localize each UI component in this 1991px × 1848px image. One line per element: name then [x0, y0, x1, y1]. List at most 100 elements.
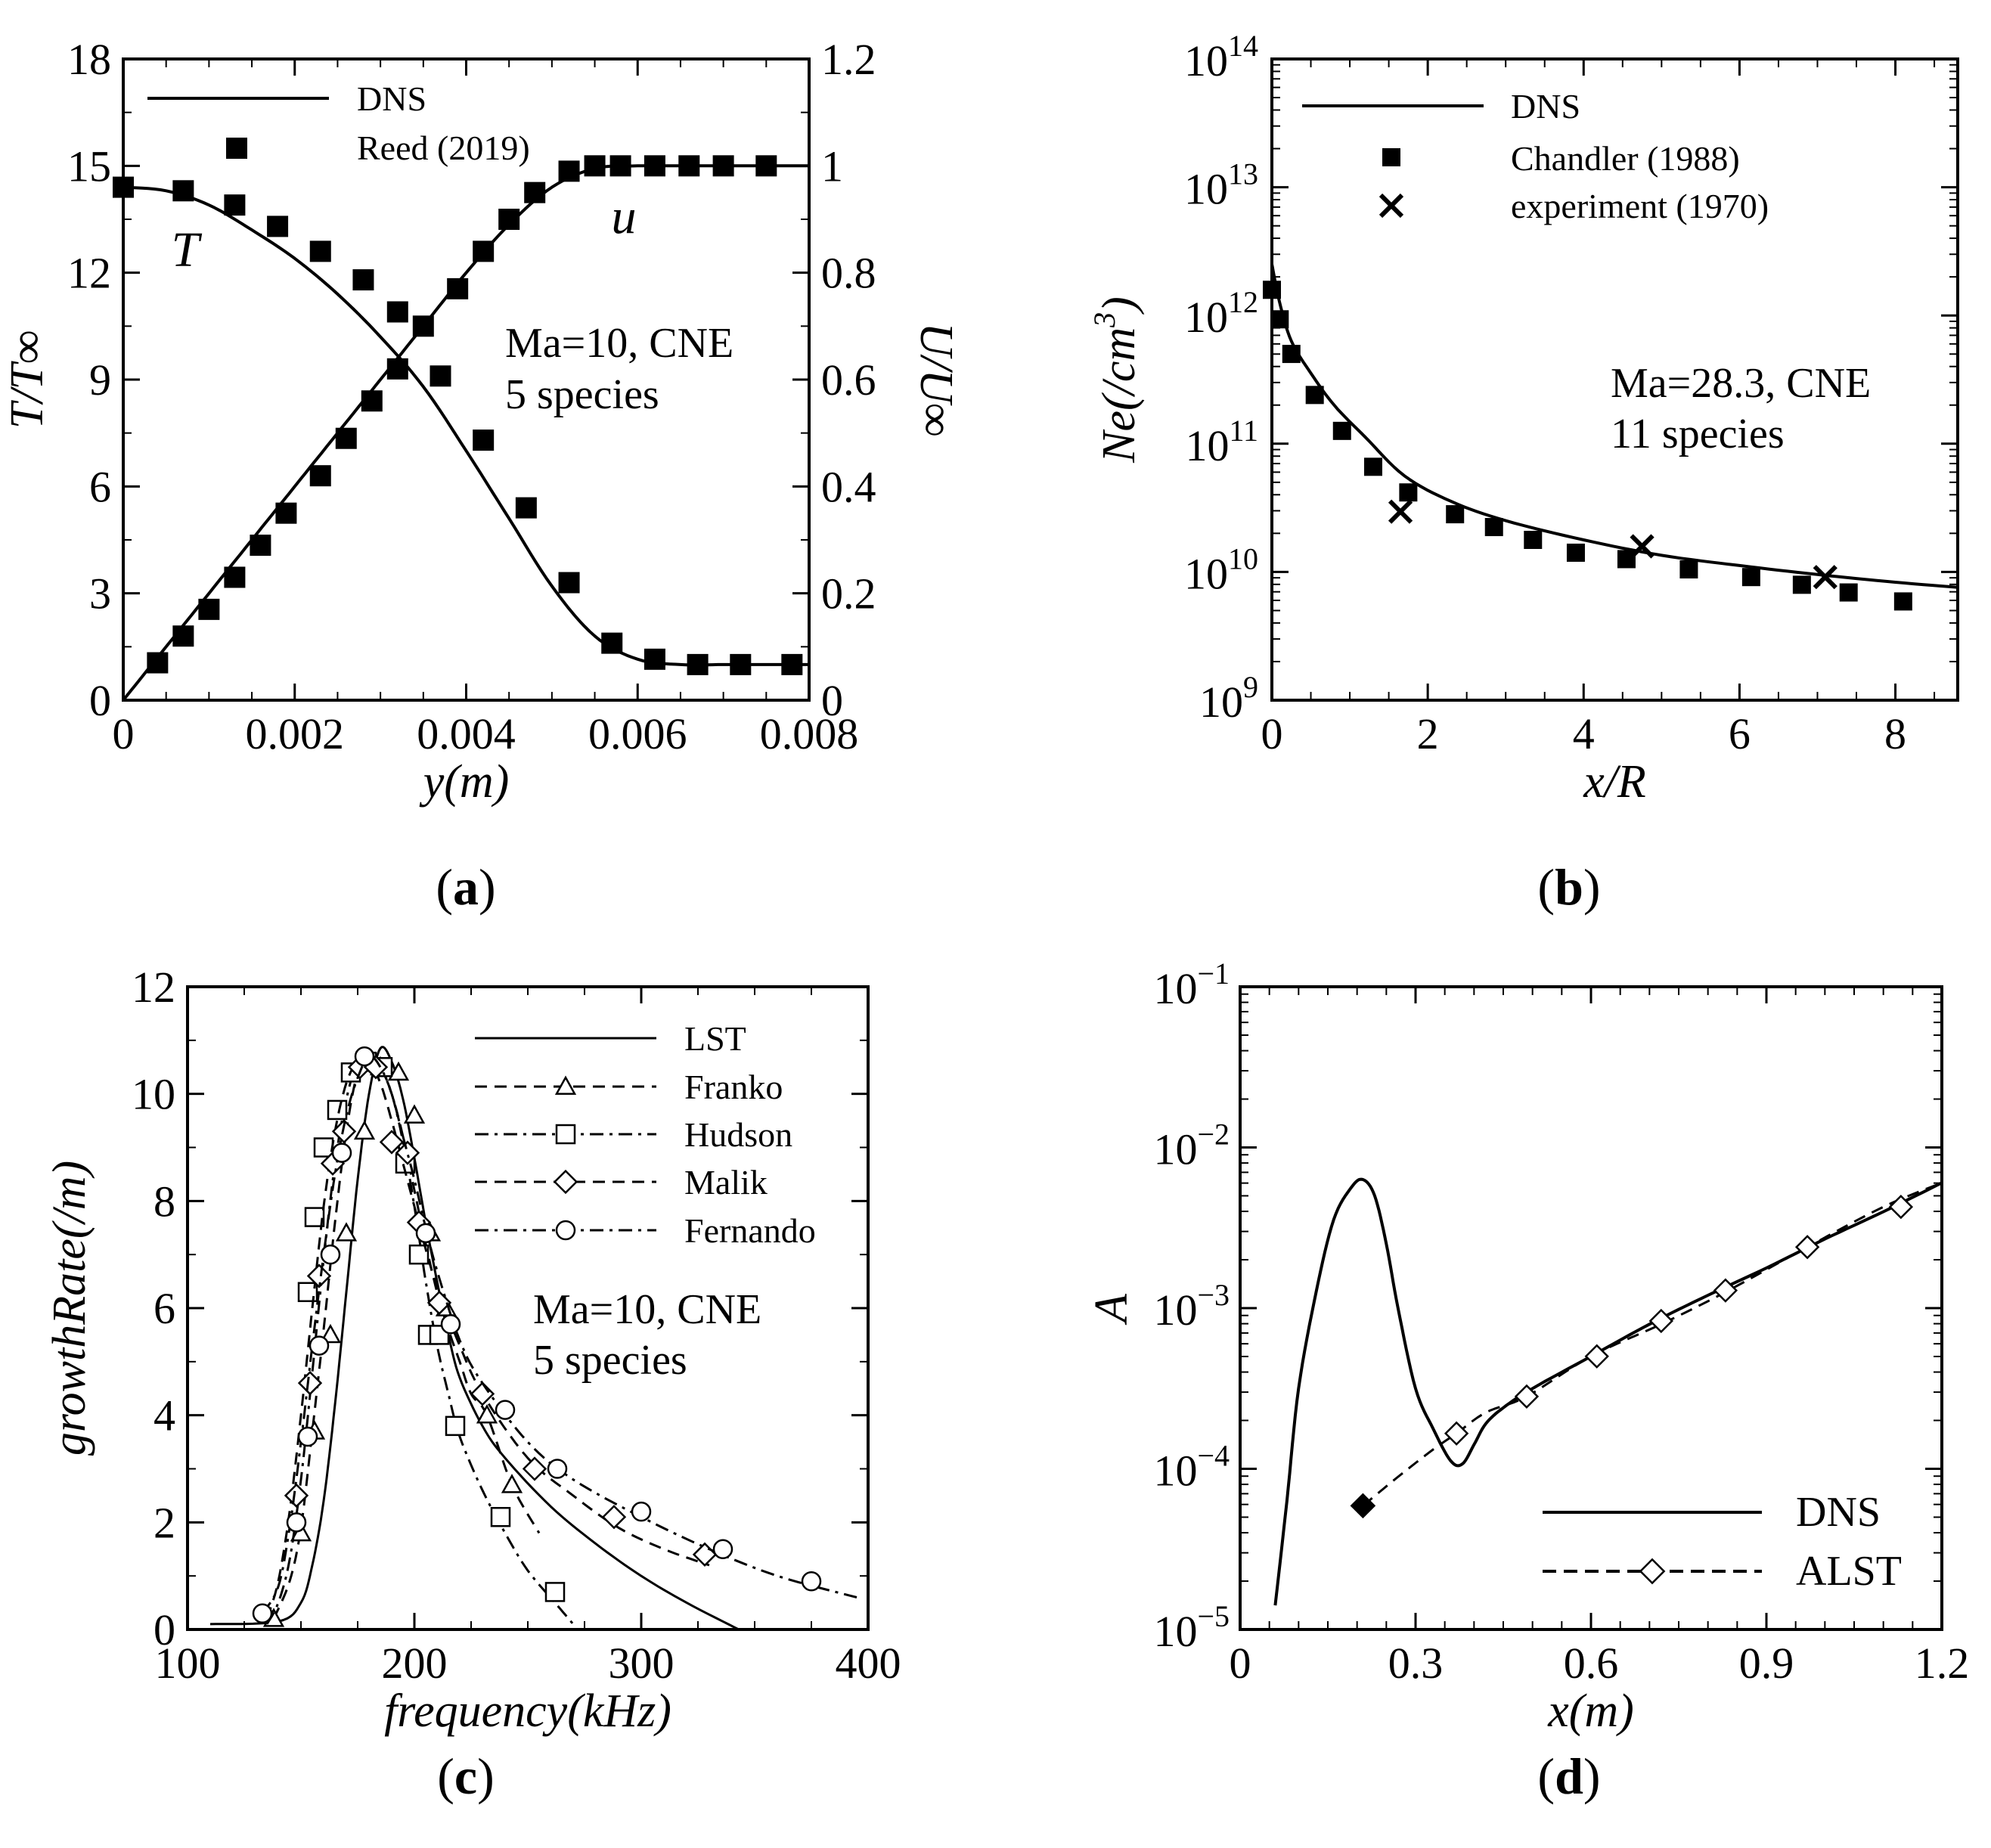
panel-a: 0 0.002 0.004 0.006 0.008036912151800.20.40.… [2, 35, 962, 916]
data-point [331, 1143, 352, 1163]
data-point [631, 1501, 652, 1522]
curve-label-u: u [612, 189, 637, 244]
legend-marker [553, 1169, 578, 1195]
data-point [415, 1223, 436, 1244]
data-point [1566, 543, 1585, 562]
data-point [361, 390, 383, 412]
data-point [490, 1507, 511, 1527]
data-point-x-stroke [1388, 499, 1413, 524]
data-point [495, 1400, 516, 1420]
x-tick-label: 0.3 [1388, 1639, 1444, 1688]
data-point [147, 652, 169, 674]
x-axis-label: y(m) [419, 756, 510, 808]
legend-marker-chandler [1382, 148, 1400, 166]
y-right-tick-label: 0.6 [821, 355, 876, 405]
data-point [1679, 560, 1698, 579]
data-point [445, 1415, 466, 1437]
legend-marker [554, 1075, 577, 1095]
series-line [1362, 1181, 1942, 1507]
caption-b: (b) [1537, 858, 1600, 916]
data-point [644, 648, 665, 670]
y-right-tick-label: 0.4 [821, 462, 876, 511]
annotation-line-1: Ma=28.3, CNE [1611, 360, 1871, 407]
y-tick-label: 10−2 [1153, 1118, 1230, 1174]
data-point-x-stroke [1630, 534, 1655, 559]
annotation-line-1: Ma=10, CNE [533, 1286, 761, 1333]
series-line [272, 1057, 541, 1620]
y-tick-label: 3 [89, 569, 111, 619]
data-point [309, 240, 331, 262]
x-tick-label: 300 [609, 1639, 675, 1688]
caption-d: (d) [1537, 1747, 1600, 1805]
legend-label-reed: Reed (2019) [357, 129, 530, 167]
data-point [730, 653, 752, 675]
y-tick-label: 10 [132, 1070, 175, 1119]
data-point [267, 215, 289, 237]
y-right-axis-label: U/U∞ [910, 323, 962, 437]
legend-label: Hudson [684, 1115, 792, 1154]
data-point [712, 1539, 733, 1559]
data-point [1444, 1421, 1469, 1446]
annotation-line-1: Ma=10, CNE [505, 320, 733, 367]
data-point [473, 429, 495, 451]
data-point [1893, 592, 1912, 611]
series-line [123, 185, 809, 667]
data-point-x [1630, 534, 1655, 559]
x-tick-label: 400 [836, 1639, 901, 1688]
data-point [172, 180, 194, 202]
series-line [209, 1046, 740, 1629]
panel-c: 100 200 300 400 0 2 4 6 8 10 12 frequency(kHz) growt… [44, 963, 901, 1805]
y-axis-label: A [1086, 1293, 1137, 1326]
y-tick-label: 2 [154, 1498, 175, 1547]
curve-label-t: T [172, 222, 203, 278]
y-tick-label: 1012 [1184, 285, 1258, 342]
y-tick-label: 1013 [1184, 157, 1258, 214]
data-point [1741, 568, 1760, 587]
data-point [473, 240, 495, 262]
legend-label-dns: DNS [1511, 87, 1580, 126]
caption-a: (a) [436, 858, 495, 916]
legend-label-experiment: experiment (1970) [1511, 187, 1769, 225]
data-point [524, 181, 546, 203]
data-point [1399, 483, 1418, 502]
data-point [601, 1505, 627, 1530]
data-point-x-stroke [1813, 565, 1837, 590]
x-tick-label: 0.004 [417, 709, 516, 758]
y-right-tick-label: 0.8 [821, 249, 876, 298]
y-tick-label: 10−3 [1153, 1278, 1230, 1335]
y-tick-label: 12 [132, 963, 175, 1012]
y-tick-label: 6 [89, 462, 111, 511]
annotation-line-2: 5 species [505, 371, 659, 418]
y-tick-label: 1011 [1185, 414, 1258, 470]
data-point [395, 1140, 420, 1165]
legend-label: Franko [684, 1068, 783, 1106]
x-tick-label: 4 [1573, 709, 1595, 758]
data-point [250, 535, 271, 557]
panel-b: 0 2 4 6 8 109 1010 1011 1012 1013 1014 x/R Ne(/cm3) D… [1087, 29, 1959, 916]
data-point [498, 209, 520, 230]
data-point [297, 1370, 323, 1396]
legend-marker [555, 1124, 576, 1145]
x-tick-label: 200 [382, 1639, 448, 1688]
x-axis-label: x(m) [1547, 1685, 1634, 1737]
y-right-tick-label: 1 [821, 141, 843, 191]
y-tick-label: 9 [89, 355, 111, 405]
y-tick-label: 10−1 [1153, 957, 1230, 1013]
data-point [712, 155, 734, 177]
data-point [386, 301, 408, 323]
y-axis-label: T/T∞ [2, 330, 53, 429]
y-tick-label: 6 [154, 1284, 175, 1333]
x-tick-label: 6 [1729, 709, 1751, 758]
data-point [284, 1483, 309, 1508]
y-axis-label: Ne(/cm3) [1087, 296, 1145, 464]
data-point [275, 502, 297, 524]
data-point [1484, 518, 1503, 537]
plot-frame-b [1270, 57, 1959, 702]
y-tick-label: 109 [1199, 670, 1258, 727]
legend-label-chandler: Chandler (1988) [1511, 139, 1740, 178]
data-point [609, 155, 631, 177]
x-tick-label: 0.008 [760, 709, 859, 758]
data-point [1648, 1308, 1673, 1334]
legend-label-dns: DNS [1796, 1489, 1881, 1536]
data-point [801, 1571, 822, 1592]
